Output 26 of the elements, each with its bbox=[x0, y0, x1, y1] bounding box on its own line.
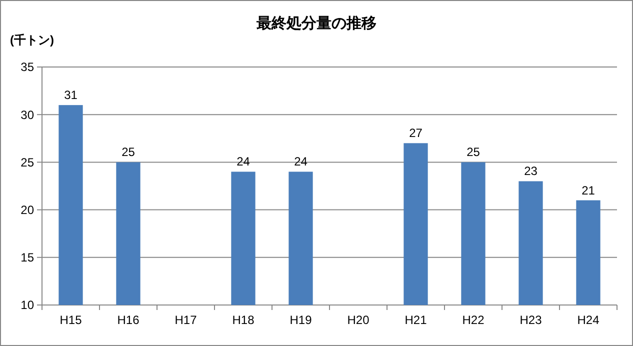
data-label: 21 bbox=[582, 183, 596, 198]
x-tick-label: H15 bbox=[60, 313, 82, 327]
chart-title: 最終処分量の推移 bbox=[256, 15, 376, 32]
y-axis-title: (千トン) bbox=[10, 33, 54, 47]
data-label: 25 bbox=[466, 145, 480, 160]
data-label: 24 bbox=[236, 154, 250, 169]
y-tick-label: 20 bbox=[20, 203, 34, 217]
y-tick-label: 10 bbox=[20, 298, 34, 312]
y-tick-label: 15 bbox=[20, 250, 34, 265]
x-tick-label: H19 bbox=[290, 313, 312, 327]
data-label: 24 bbox=[294, 154, 308, 169]
data-label: 27 bbox=[409, 126, 423, 140]
y-tick-label: 35 bbox=[20, 60, 34, 74]
x-tick-label: H16 bbox=[117, 313, 140, 327]
x-tick-label: H23 bbox=[520, 313, 542, 327]
data-label: 23 bbox=[524, 164, 538, 178]
x-tick-label: H24 bbox=[577, 313, 600, 327]
x-tick-label: H18 bbox=[232, 313, 255, 327]
y-tick-label: 30 bbox=[20, 108, 34, 122]
x-tick-label: H21 bbox=[404, 313, 428, 327]
y-tick-label: 25 bbox=[20, 155, 34, 170]
x-tick-label: H17 bbox=[174, 313, 198, 327]
x-tick-label: H20 bbox=[347, 313, 370, 327]
data-label: 31 bbox=[64, 88, 78, 102]
data-label: 25 bbox=[122, 145, 136, 160]
x-tick-label: H22 bbox=[462, 313, 485, 327]
